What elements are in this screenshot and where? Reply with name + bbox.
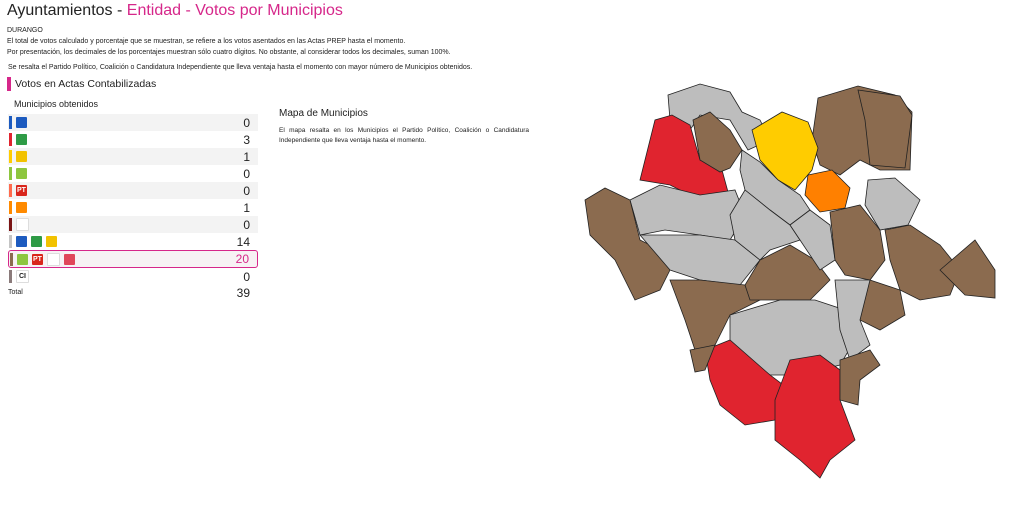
municipio-orange[interactable] bbox=[804, 169, 851, 213]
map-description: El mapa resalta en los Municipios el Par… bbox=[279, 127, 529, 144]
municipio-brown[interactable] bbox=[829, 204, 886, 281]
municipio-gray[interactable] bbox=[629, 184, 746, 241]
party-color-bar bbox=[9, 167, 12, 180]
party-row[interactable]: CI 0 bbox=[8, 268, 258, 285]
pvem-logo-icon bbox=[17, 253, 28, 265]
pri-logo-icon bbox=[31, 236, 42, 247]
party-row[interactable]: 1 bbox=[8, 199, 258, 216]
party-color-bar bbox=[9, 201, 12, 214]
prd-logo-icon bbox=[16, 151, 27, 162]
party-row[interactable]: 1 bbox=[8, 148, 258, 165]
municipio-brown[interactable] bbox=[839, 349, 881, 406]
pri-logo-icon bbox=[16, 134, 27, 145]
party-color-bar bbox=[10, 252, 13, 266]
local-party-logo-icon bbox=[64, 253, 75, 265]
party-municipios-count: 20 bbox=[235, 252, 249, 266]
party-color-bar bbox=[9, 133, 12, 146]
map-title: Mapa de Municipios bbox=[279, 108, 368, 119]
highlight-note: Se resalta el Partido Político, Coalició… bbox=[8, 64, 473, 71]
municipio-gray[interactable] bbox=[729, 189, 801, 261]
municipio-red[interactable] bbox=[774, 354, 856, 479]
party-row[interactable]: 0 bbox=[8, 114, 258, 131]
party-row[interactable]: PT 20 bbox=[8, 250, 258, 268]
party-color-bar bbox=[9, 116, 12, 129]
total-row: Total 39 bbox=[8, 285, 258, 300]
party-municipios-count: 1 bbox=[243, 149, 250, 164]
mc-logo-icon bbox=[16, 202, 27, 213]
party-row[interactable]: PT 0 bbox=[8, 182, 258, 199]
municipios-label: Municipios obtenidos bbox=[14, 99, 99, 109]
party-color-bar bbox=[9, 235, 12, 248]
info-block: DURANGO El total de votos calculado y po… bbox=[7, 25, 451, 58]
party-municipios-count: 14 bbox=[236, 234, 250, 249]
party-color-bar bbox=[9, 270, 12, 283]
morena-logo-icon bbox=[47, 252, 60, 266]
pan-logo-icon bbox=[16, 236, 27, 247]
party-municipios-count: 0 bbox=[243, 115, 250, 130]
party-municipios-count: 1 bbox=[243, 200, 250, 215]
municipio-gray[interactable] bbox=[639, 234, 761, 286]
municipio-gray[interactable] bbox=[834, 279, 871, 361]
party-municipios-count: 3 bbox=[243, 132, 250, 147]
pvem-logo-icon bbox=[16, 168, 27, 179]
total-value: 39 bbox=[236, 286, 250, 300]
municipio-brown[interactable] bbox=[692, 111, 743, 173]
party-color-bar bbox=[9, 150, 12, 163]
municipio-brown[interactable] bbox=[857, 89, 913, 169]
party-color-bar bbox=[9, 184, 12, 197]
results-table: 0 3 1 0 PT 0 1 0 14 PT 20 CI 0 bbox=[8, 114, 258, 285]
party-row[interactable]: 0 bbox=[8, 165, 258, 182]
municipio-brown[interactable] bbox=[884, 224, 961, 301]
entity-name: DURANGO bbox=[7, 27, 43, 34]
pt-logo-icon: PT bbox=[32, 253, 43, 265]
municipio-yellow[interactable] bbox=[751, 111, 819, 191]
note: Por presentación, los decimales de los p… bbox=[7, 49, 451, 56]
total-label: Total bbox=[8, 289, 23, 296]
section-title: Votos en Actas Contabilizadas bbox=[7, 77, 156, 91]
page-title: Ayuntamientos - Entidad - Votos por Muni… bbox=[7, 2, 343, 19]
party-color-bar bbox=[9, 218, 12, 231]
party-municipios-count: 0 bbox=[243, 166, 250, 181]
ci-logo-icon: CI bbox=[16, 270, 29, 283]
party-row[interactable]: 14 bbox=[8, 233, 258, 250]
morena-logo-icon bbox=[16, 218, 29, 231]
party-municipios-count: 0 bbox=[243, 269, 250, 284]
party-municipios-count: 0 bbox=[243, 183, 250, 198]
party-municipios-count: 0 bbox=[243, 217, 250, 232]
pan-logo-icon bbox=[16, 117, 27, 128]
municipio-brown[interactable] bbox=[689, 344, 716, 373]
party-row[interactable]: 0 bbox=[8, 216, 258, 233]
municipio-brown[interactable] bbox=[939, 239, 996, 299]
pt-logo-icon: PT bbox=[16, 185, 27, 196]
party-row[interactable]: 3 bbox=[8, 131, 258, 148]
note: El total de votos calculado y porcentaje… bbox=[7, 38, 406, 45]
prd-logo-icon bbox=[46, 236, 57, 247]
